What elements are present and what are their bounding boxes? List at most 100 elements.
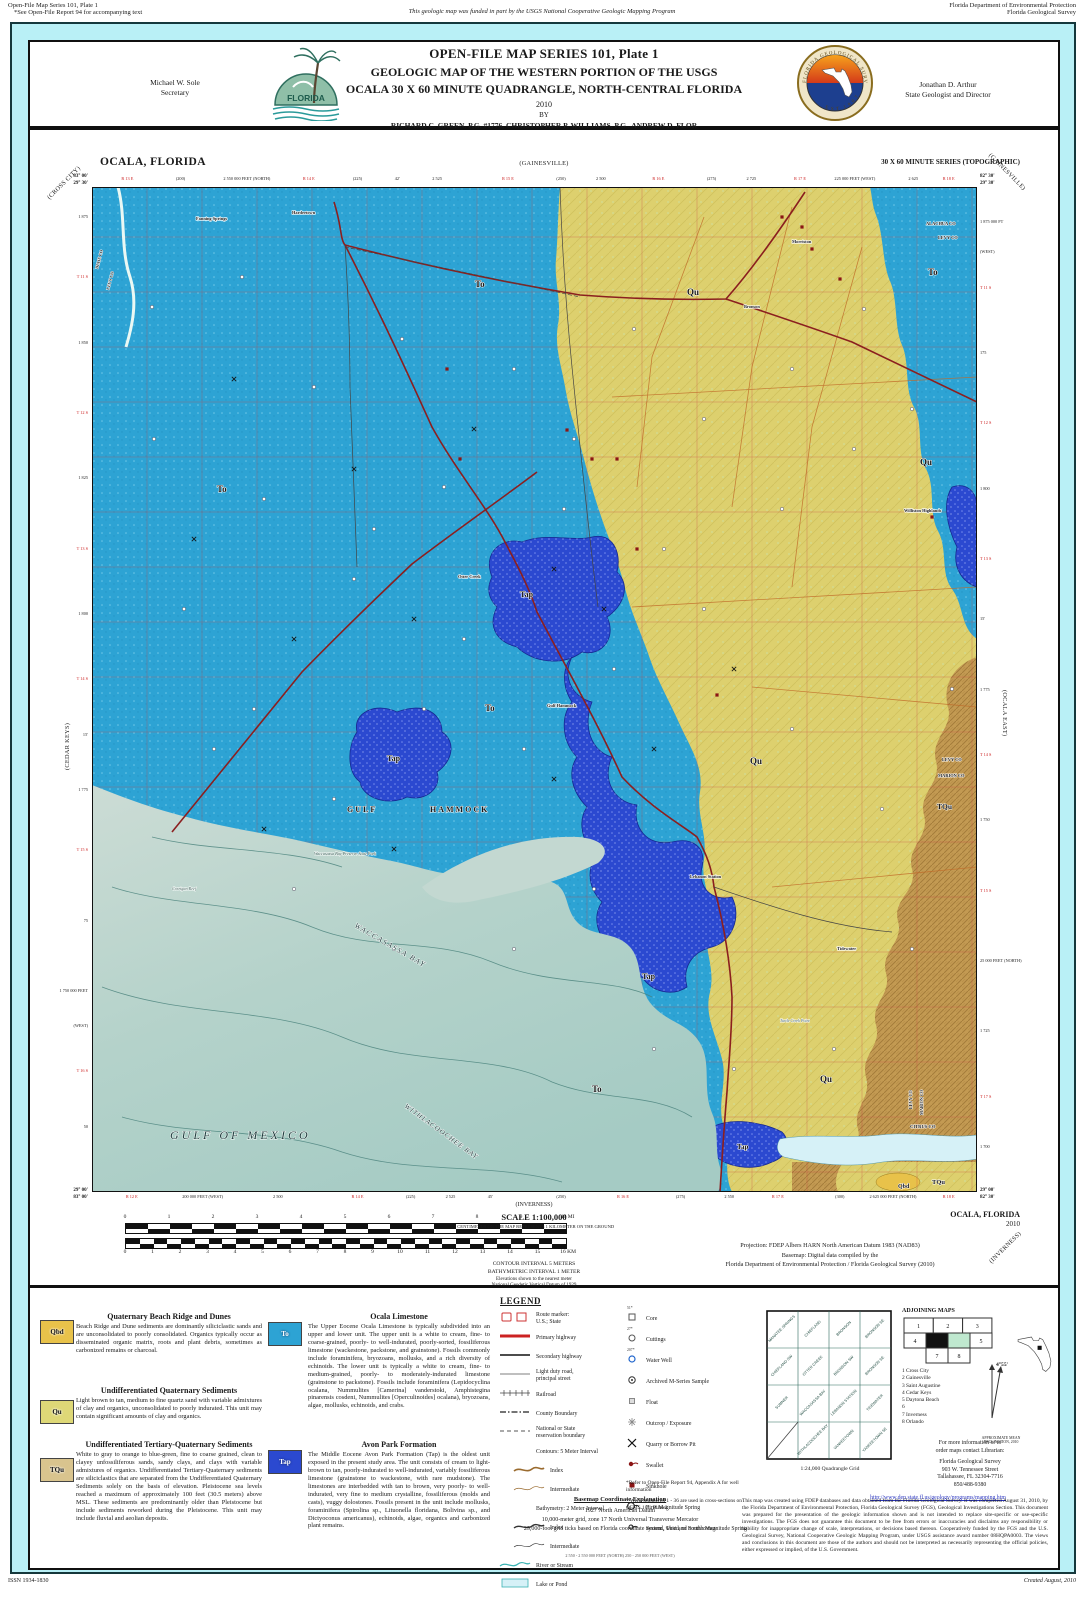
basemap-heading: Basemap Coordinate Explanation (573, 1496, 667, 1503)
water-well-icon (910, 947, 914, 951)
map-label: TQu (937, 802, 952, 811)
water-well-icon (862, 307, 866, 311)
water-well-icon (292, 887, 296, 891)
contact-line: Tallahassee, FL 32304-7716 (937, 1474, 1003, 1481)
water-well-icon (702, 607, 706, 611)
series-line1: Open-File Map Series 101, Plate 1 (8, 2, 98, 9)
legend-line-label: National or State reservation boundary (536, 1426, 586, 1439)
minor-roads (611, 206, 977, 888)
legend-point-label: Core (646, 1315, 658, 1322)
edge-tick: (WEST) (73, 1023, 88, 1029)
wetland-icon (498, 1595, 536, 1600)
quad-name: MANATEE SPRINGS (768, 1314, 797, 1343)
legend-point-label: Swallet (646, 1462, 664, 1469)
scale-cm-note: 1 CENTIMETER ON THE MAP REPRESENTS 1 KIL… (453, 1224, 615, 1229)
legend-point-row: Sinkhole (626, 1478, 756, 1496)
edge-tick: 200 000 FEET (WEST) (182, 1194, 224, 1199)
water-well-icon (392, 947, 396, 951)
quad-name: CHIEFLAND (804, 1320, 822, 1338)
water-well-icon (852, 447, 856, 451)
edge-tick: 15' (980, 616, 986, 622)
adjoining-grid: 1 2 3 4 5 7 8 (903, 1317, 993, 1364)
fgs-website-link[interactable]: http://www.dep.state.fl.us/geology/progr… (870, 1495, 1006, 1501)
water-well-icon (252, 707, 256, 711)
water-well-icon (732, 1067, 736, 1071)
edge-tick: (225) (352, 176, 363, 181)
map-label: Hardeetown (292, 210, 316, 215)
legend-point-row: Outcrop / Exposure (626, 1415, 756, 1433)
svg-text:5: 5 (980, 1339, 983, 1345)
map-label: TQu (932, 1179, 945, 1186)
legend-point-label: Outcrop / Exposure (646, 1420, 692, 1427)
contour-interval: CONTOUR INTERVAL 5 METERS (492, 1261, 576, 1267)
sinkhole-icon (838, 277, 842, 281)
quarry-icon (731, 666, 737, 672)
coords-top-left: 83° 00' 29° 30' (73, 174, 88, 186)
swatch-tqu: TQu (40, 1458, 74, 1482)
water-well-icon (880, 807, 884, 811)
scale-bar-miles-labels: 0 1 2 3 4 5 6 7 8 9 10 MI (123, 1214, 575, 1220)
edge-tick: T 11 S (76, 274, 88, 280)
fgs-seal-icon: FLORIDA GEOLOGICAL SURVEY E S T. 1 9 0 7 (796, 44, 873, 121)
legend-line-row: Wetland (498, 1595, 620, 1600)
funding-note: This geologic map was funded in part by … (408, 8, 676, 15)
sinkhole-icon (590, 457, 594, 461)
legend-line-label: River or Stream (536, 1562, 574, 1569)
quad-name: BRONSON SE (864, 1318, 885, 1339)
map-label: LEVY CO (938, 235, 958, 240)
map-title-line2: GEOLOGIC MAP OF THE WESTERN PORTION OF T… (370, 65, 718, 79)
legend-line-row: Secondary highway (498, 1348, 620, 1366)
map-sheet: OCALA, FLORIDA (GAINESVILLE) 30 X 60 MIN… (28, 128, 1060, 1288)
svg-text:8: 8 (958, 1354, 961, 1360)
map-label: To (475, 279, 485, 289)
quad-name: CHIEFLAND SW (770, 1354, 793, 1377)
cuttings-icon: 27* (626, 1327, 646, 1349)
legend-point-label: Second, Third, or Fourth Magnitude Sprin… (646, 1525, 747, 1532)
location-marker (1037, 1345, 1042, 1350)
map-label: Tidewater (837, 946, 856, 951)
water-well-icon (522, 747, 526, 751)
quarry-icon (261, 826, 267, 832)
contact-line: 850/488-9380 (953, 1481, 987, 1488)
map-ticks-bottom: R 12 E 200 000 FEET (WEST) 2 500 R 14 E (225… (92, 1194, 977, 1203)
hwy2-icon (498, 1348, 536, 1366)
adjoining-item: 1 Cross City (902, 1368, 929, 1374)
datum-note: National Geodetic Vertical Datum of 1929 (284, 1283, 784, 1288)
legend-line-row: Lake or Pond (498, 1576, 620, 1594)
geologic-map: To To To To To Qu Qu Qu Qu Tap Tap Tap Tap TQu TQu Qbd G… (92, 187, 977, 1192)
sinkhole-icon (780, 215, 784, 219)
legend-point-label: Archived M-Series Sample (646, 1378, 710, 1385)
edge-tick: T 14 S (980, 751, 992, 757)
adjoining-item: 4 Cedar Keys (902, 1389, 932, 1396)
water-well-icon (632, 327, 636, 331)
edge-tick: 15' (82, 731, 88, 737)
water-well-icon (832, 1047, 836, 1051)
adjacent-south: (INVERNESS) (515, 1202, 553, 1208)
edge-tick: 2 550 000 FEET (NORTH) (223, 176, 271, 181)
water-well-icon (790, 367, 794, 371)
routemarker-icon (498, 1310, 536, 1328)
edge-tick: 1 800 (980, 485, 990, 491)
agency-line2: Florida Geological Survey (1007, 9, 1076, 16)
map-label: LEVY CO (105, 270, 115, 290)
map-point-symbols (150, 215, 954, 1071)
edge-tick: 1 750 000 FEET (59, 988, 88, 993)
map-ticks-top: R 13 E (200) 2 550 000 FEET (NORTH) R 14 E (… (92, 176, 977, 185)
water-well-icon (512, 367, 516, 371)
swatch-qbd: Qbd (40, 1320, 74, 1344)
legend-point-row: First Magnitude Spring (626, 1499, 756, 1517)
map-label: MARION CO (919, 1089, 924, 1115)
edge-tick: 1 800 (78, 611, 88, 617)
contourInt-icon (512, 1481, 550, 1499)
water-well-icon (400, 337, 404, 341)
edge-tick: 1 775 (78, 787, 88, 792)
water-well-icon (612, 667, 616, 671)
legend-point-label: Quarry or Borrow Pit (646, 1441, 696, 1448)
legend-line-row: Intermediate (512, 1481, 620, 1499)
scale-bar-miles (125, 1223, 567, 1234)
contact-line: For more information or to (938, 1440, 1002, 1446)
declination-diagram (989, 1364, 1003, 1419)
legend-point-row: 207* Water Well (626, 1348, 756, 1370)
map-label: Tap (520, 590, 534, 599)
heading-tqu: Undifferentiated Tertiary-Quaternary Sed… (85, 1440, 253, 1449)
